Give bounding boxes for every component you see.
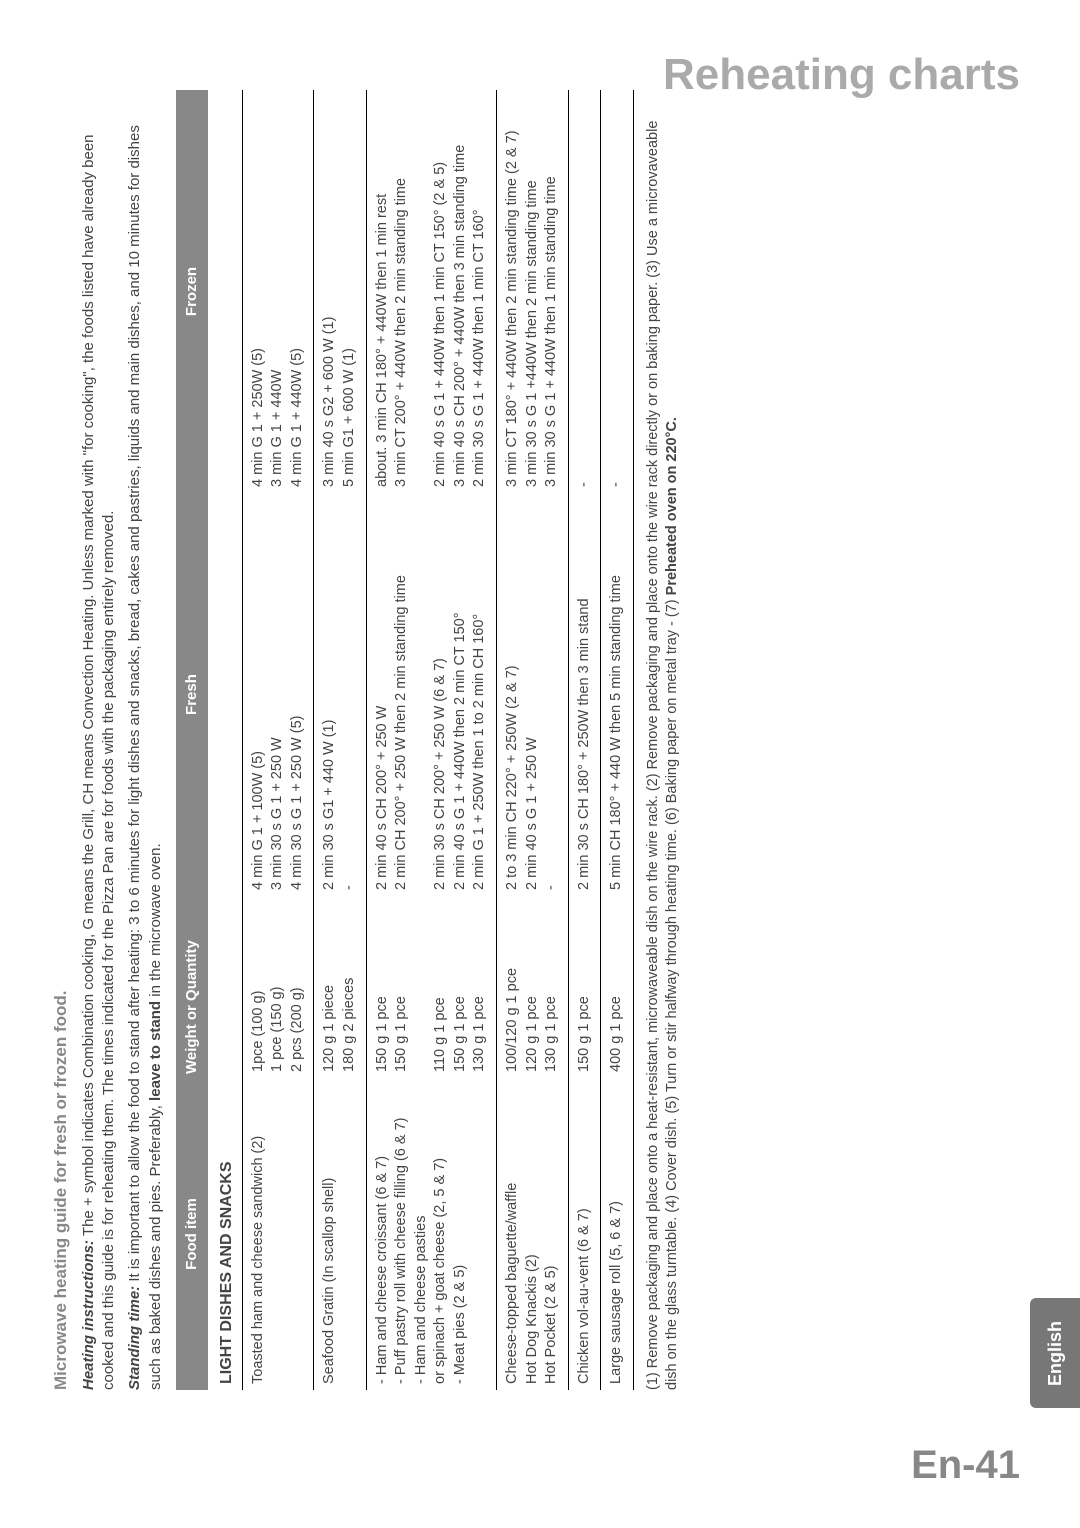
cell-frozen: 4 min G 1 + 250W (5) 3 min G 1 + 440W 4 … bbox=[242, 90, 314, 493]
cell-frozen: - bbox=[601, 90, 634, 493]
page-title: Reheating charts bbox=[663, 50, 1020, 100]
table-header-row: Food item Weight or Quantity Fresh Froze… bbox=[176, 90, 208, 1390]
cell-fresh: 2 min 40 s CH 200° + 250 W 2 min CH 200°… bbox=[366, 493, 496, 896]
cell-wt: 100/120 g 1 pce 120 g 1 pce 130 g 1 pce bbox=[496, 896, 568, 1078]
intro-p2: Standing time: It is important to allow … bbox=[125, 90, 166, 1390]
table-row: Large sausage roll (5, 6 & 7)400 g 1 pce… bbox=[601, 90, 634, 1390]
table-row: Toasted ham and cheese sandwich (2)1pce … bbox=[242, 90, 314, 1390]
language-tab: English bbox=[1030, 1298, 1080, 1408]
rotated-content: Microwave heating guide for fresh or fro… bbox=[50, 90, 683, 1390]
language-label: English bbox=[1045, 1320, 1066, 1385]
page: Reheating charts Microwave heating guide… bbox=[0, 0, 1080, 1528]
cell-food: Seafood Gratin (In scallop shell) bbox=[314, 1078, 366, 1390]
cell-fresh: 2 to 3 min CH 220° + 250W (2 & 7) 2 min … bbox=[496, 493, 568, 896]
intro-p2b: in the microwave oven. bbox=[147, 843, 164, 1001]
section-row: LIGHT DISHES AND SNACKS bbox=[208, 90, 242, 1390]
cell-fresh: 2 min 30 s CH 180° + 250W then 3 min sta… bbox=[568, 493, 601, 896]
cell-frozen: 3 min 40 s G2 + 600 W (1) 5 min G1 + 600… bbox=[314, 90, 366, 493]
cell-frozen: about. 3 min CH 180° + 440W then 1 min r… bbox=[366, 90, 496, 493]
cell-wt: 400 g 1 pce bbox=[601, 896, 634, 1078]
cell-wt: 150 g 1 pce bbox=[568, 896, 601, 1078]
cell-food: Large sausage roll (5, 6 & 7) bbox=[601, 1078, 634, 1390]
cell-frozen: - bbox=[568, 90, 601, 493]
cell-fresh: 2 min 30 s G1 + 440 W (1) - bbox=[314, 493, 366, 896]
cell-fresh: 5 min CH 180° + 440 W then 5 min standin… bbox=[601, 493, 634, 896]
cell-food: Toasted ham and cheese sandwich (2) bbox=[242, 1078, 314, 1390]
cell-wt: 1pce (100 g) 1 pce (150 g) 2 pcs (200 g) bbox=[242, 896, 314, 1078]
intro-p1-label: Heating instructions: bbox=[80, 1240, 97, 1390]
th-food: Food item bbox=[176, 1078, 208, 1390]
intro-p2a: It is important to allow the food to sta… bbox=[126, 125, 163, 1390]
cell-food: Cheese-topped baguette/waffle Hot Dog Kn… bbox=[496, 1078, 568, 1390]
footnotes-text: (1) Remove packaging and place onto a he… bbox=[645, 121, 681, 1390]
reheating-table: Food item Weight or Quantity Fresh Froze… bbox=[176, 90, 634, 1390]
table-body: LIGHT DISHES AND SNACKS Toasted ham and … bbox=[208, 90, 633, 1390]
footnotes: (1) Remove packaging and place onto a he… bbox=[644, 90, 683, 1390]
cell-wt: 120 g 1 piece 180 g 2 pieces bbox=[314, 896, 366, 1078]
th-fresh: Fresh bbox=[176, 493, 208, 896]
table-row: Seafood Gratin (In scallop shell)120 g 1… bbox=[314, 90, 366, 1390]
intro-block: Microwave heating guide for fresh or fro… bbox=[50, 90, 166, 1390]
page-number: En-41 bbox=[911, 1443, 1020, 1488]
intro-heading: Microwave heating guide for fresh or fro… bbox=[50, 90, 73, 1390]
intro-p2-label: Standing time: bbox=[126, 1286, 143, 1390]
intro-p1: Heating instructions: The + symbol indic… bbox=[79, 90, 120, 1390]
section-title: LIGHT DISHES AND SNACKS bbox=[208, 90, 242, 1390]
intro-p1-text: The + symbol indicates Combination cooki… bbox=[80, 134, 117, 1390]
cell-food: Chicken vol-au-vent (6 & 7) bbox=[568, 1078, 601, 1390]
table-row: Cheese-topped baguette/waffle Hot Dog Kn… bbox=[496, 90, 568, 1390]
intro-p2-bold: leave to stand bbox=[147, 1001, 164, 1101]
table-row: Chicken vol-au-vent (6 & 7)150 g 1 pce2 … bbox=[568, 90, 601, 1390]
table-row: - Ham and cheese croissant (6 & 7) - Puf… bbox=[366, 90, 496, 1390]
cell-wt: 150 g 1 pce 150 g 1 pce 110 g 1 pce 150 … bbox=[366, 896, 496, 1078]
cell-fresh: 4 min G 1 + 100W (5) 3 min 30 s G 1 + 25… bbox=[242, 493, 314, 896]
cell-frozen: 3 min CT 180° + 440W then 2 min standing… bbox=[496, 90, 568, 493]
th-frozen: Frozen bbox=[176, 90, 208, 493]
cell-food: - Ham and cheese croissant (6 & 7) - Puf… bbox=[366, 1078, 496, 1390]
th-weight: Weight or Quantity bbox=[176, 896, 208, 1078]
